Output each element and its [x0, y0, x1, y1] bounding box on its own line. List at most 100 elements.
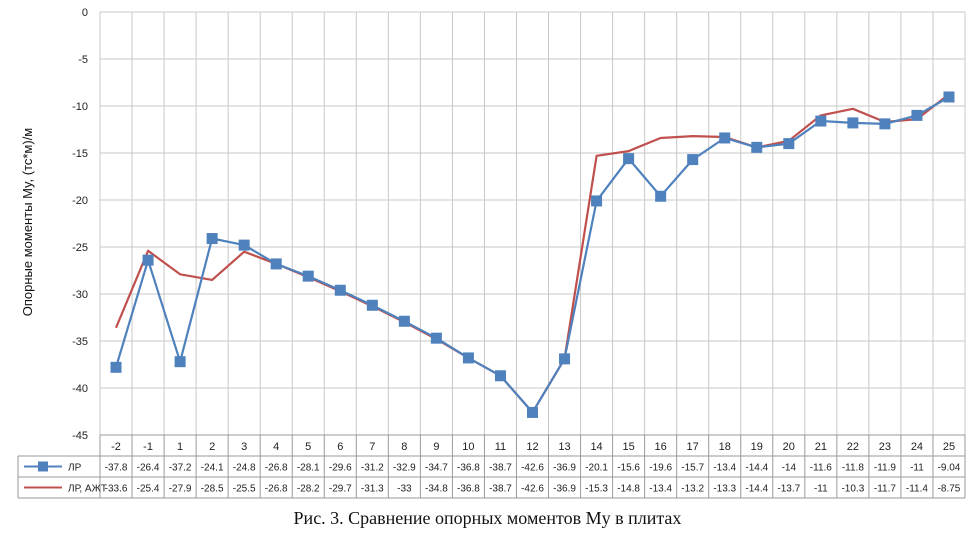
- y-tick-label: -5: [78, 54, 88, 66]
- data-table-value: -24.8: [233, 463, 256, 474]
- data-point: [559, 353, 571, 365]
- data-table-value: -28.1: [297, 463, 320, 474]
- x-category-label: 3: [241, 441, 247, 453]
- x-category-label: 15: [622, 441, 634, 453]
- y-tick-label: -10: [72, 101, 88, 113]
- data-table-value: -31.2: [361, 463, 384, 474]
- legend-entry: ЛР: [68, 463, 82, 474]
- data-table-value: -11: [814, 484, 828, 495]
- data-point: [911, 109, 923, 121]
- data-table-value: -33: [397, 484, 412, 495]
- x-category-label: 7: [369, 441, 375, 453]
- data-table-value: -42.6: [521, 484, 544, 495]
- data-table-value: -36.9: [553, 484, 576, 495]
- x-category-label: 10: [462, 441, 474, 453]
- x-category-label: 6: [337, 441, 343, 453]
- data-table-value: -29.6: [329, 463, 352, 474]
- data-table-value: -25.4: [137, 484, 160, 495]
- data-table-value: -19.6: [649, 463, 672, 474]
- data-table-value: -13.2: [681, 484, 704, 495]
- data-table-value: -14.8: [617, 484, 640, 495]
- data-table-value: -36.8: [457, 463, 480, 474]
- data-point: [334, 284, 346, 296]
- y-tick-label: -20: [72, 195, 88, 207]
- x-category-label: 16: [655, 441, 667, 453]
- data-point: [430, 332, 442, 344]
- data-table-value: -20.1: [585, 463, 608, 474]
- x-category-label: 22: [847, 441, 859, 453]
- x-category-label: 2: [209, 441, 215, 453]
- data-point: [783, 138, 795, 150]
- data-table-value: -13.4: [649, 484, 672, 495]
- data-point: [494, 370, 506, 382]
- data-table-value: -10.3: [841, 484, 864, 495]
- data-table-value: -29.7: [329, 484, 352, 495]
- data-table-value: -38.7: [489, 484, 512, 495]
- x-category-label: 18: [719, 441, 731, 453]
- data-table-value: -36.8: [457, 484, 480, 495]
- data-table-value: -14: [782, 463, 797, 474]
- data-table-value: -26.4: [137, 463, 160, 474]
- series-line: [114, 93, 950, 414]
- data-table-value: -24.1: [201, 463, 224, 474]
- data-point: [302, 270, 314, 282]
- x-category-label: 9: [433, 441, 439, 453]
- data-table-value: -13.7: [777, 484, 800, 495]
- x-category-label: 5: [305, 441, 311, 453]
- data-table-value: -28.2: [297, 484, 320, 495]
- data-point: [174, 356, 186, 368]
- x-category-label: 19: [751, 441, 763, 453]
- data-table-value: -28.5: [201, 484, 224, 495]
- legend-entry: ЛР, АЖТ: [68, 484, 107, 495]
- x-category-label: 21: [815, 441, 827, 453]
- data-table-value: -8.75: [938, 484, 961, 495]
- data-table-value: -14.4: [745, 484, 768, 495]
- legend-key-marker: [38, 461, 48, 472]
- data-point: [527, 406, 538, 418]
- x-category-label: 11: [495, 441, 506, 453]
- line-chart: 0-5-10-15-20-25-30-35-40-45 Опорные моме…: [17, 7, 966, 499]
- y-tick-label: 0: [82, 7, 88, 19]
- data-point: [398, 315, 410, 327]
- x-category-label: 23: [879, 441, 891, 453]
- data-table-value: -26.8: [265, 463, 288, 474]
- data-point: [719, 132, 731, 144]
- data-table-value: -25.5: [233, 484, 256, 495]
- data-table-value: -15.3: [585, 484, 608, 495]
- data-point: [815, 115, 827, 127]
- x-category-label: 24: [911, 441, 923, 453]
- figure-caption: Рис. 3. Сравнение опорных моментов My в …: [293, 508, 682, 528]
- data-point: [687, 154, 699, 166]
- data-point: [462, 352, 474, 364]
- data-point: [591, 195, 603, 207]
- y-axis: 0 -5 -10 -15 -20 -25 -30 -35 -40 -45: [72, 7, 88, 442]
- x-category-label: 8: [401, 441, 407, 453]
- data-table-value: -11.6: [810, 463, 832, 474]
- data-point: [655, 190, 667, 202]
- x-category-label: 4: [273, 441, 279, 453]
- data-point: [366, 299, 378, 311]
- data-point: [943, 91, 955, 103]
- data-table-value: -9.04: [938, 463, 961, 474]
- data-point: [238, 239, 250, 251]
- data-point: [879, 118, 891, 130]
- y-tick-label: -15: [72, 148, 88, 160]
- y-axis-label: Опорные моменты My, (тс*м)/м: [20, 128, 35, 317]
- grid-lines: [99, 11, 966, 436]
- y-tick-label: -35: [72, 336, 88, 348]
- data-table-value: -34.8: [425, 484, 448, 495]
- y-tick-label: -30: [72, 289, 88, 301]
- data-table-value: -37.8: [105, 463, 128, 474]
- x-category-label: 17: [687, 441, 699, 453]
- x-category-label: 20: [783, 441, 795, 453]
- y-tick-label: -25: [72, 242, 88, 254]
- x-category-label: -2: [111, 441, 121, 453]
- data-table-value: -36.9: [553, 463, 576, 474]
- data-table-value: -11: [910, 463, 924, 474]
- data-point: [110, 361, 122, 373]
- data-point: [623, 153, 635, 165]
- x-category-label: 13: [558, 441, 570, 453]
- data-table-value: -37.2: [169, 463, 192, 474]
- data-table-value: -42.6: [521, 463, 544, 474]
- data-point: [751, 141, 763, 153]
